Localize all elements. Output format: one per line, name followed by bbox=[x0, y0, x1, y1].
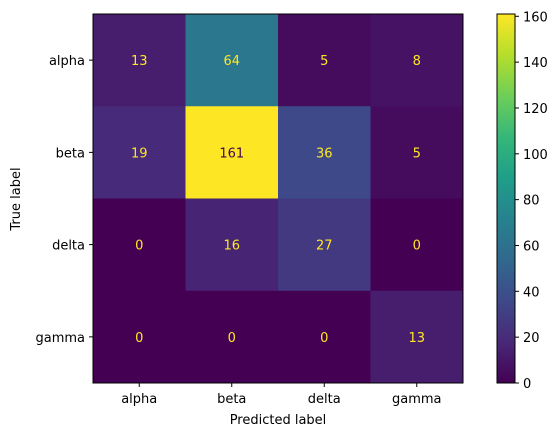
heatmap-cell bbox=[278, 290, 371, 384]
heatmap-cells: 13 64 5 8 19 161 36 5 0 16 27 0 0 0 0 13 bbox=[93, 14, 464, 384]
y-tick-label: delta bbox=[52, 239, 85, 254]
heatmap-cell bbox=[93, 290, 186, 384]
plot-frame bbox=[92, 13, 464, 384]
colorbar-tick-label: 140 bbox=[523, 56, 548, 71]
cell-value-label: 19 bbox=[131, 146, 148, 161]
colorbar-tick-label: 60 bbox=[523, 239, 540, 254]
cell-value-label: 5 bbox=[413, 146, 421, 161]
heatmap-cell bbox=[93, 14, 186, 107]
colorbar-tick-label: 160 bbox=[523, 10, 548, 25]
y-tick-label: beta bbox=[56, 146, 85, 161]
cell-value-label: 36 bbox=[316, 146, 333, 161]
y-axis-title: True label bbox=[9, 167, 24, 231]
x-axis-ticks: alpha beta delta gamma bbox=[121, 383, 442, 407]
heatmap-cell bbox=[185, 14, 279, 107]
heatmap-cell bbox=[93, 106, 186, 199]
x-tick-label: alpha bbox=[121, 392, 157, 407]
heatmap-cell bbox=[278, 106, 371, 199]
colorbar-ticks: 0 20 40 60 80 100 120 140 160 bbox=[515, 10, 548, 392]
colorbar-tick-label: 0 bbox=[523, 377, 531, 392]
colorbar-tick-label: 80 bbox=[523, 194, 540, 209]
heatmap-cell bbox=[185, 106, 279, 199]
heatmap-cell bbox=[370, 106, 464, 199]
colorbar-tick-label: 40 bbox=[523, 285, 540, 300]
cell-value-label: 64 bbox=[223, 54, 240, 69]
cell-value-label: 0 bbox=[135, 331, 143, 346]
heatmap-cell bbox=[370, 14, 464, 107]
cell-value-label: 5 bbox=[320, 54, 328, 69]
heatmap-cell bbox=[185, 290, 279, 384]
heatmap-cell bbox=[370, 198, 464, 292]
colorbar bbox=[496, 13, 516, 384]
cell-value-label: 0 bbox=[320, 331, 328, 346]
colorbar-tick-label: 20 bbox=[523, 331, 540, 346]
cell-value-label: 0 bbox=[228, 331, 236, 346]
cell-value-label: 0 bbox=[413, 239, 421, 254]
x-axis-title: Predicted label bbox=[230, 413, 327, 428]
x-tick-label: gamma bbox=[392, 392, 442, 407]
heatmap-cell bbox=[278, 198, 371, 292]
cell-value-label: 13 bbox=[408, 331, 425, 346]
heatmap-cell bbox=[185, 198, 279, 292]
cell-value-label: 13 bbox=[131, 54, 148, 69]
y-tick-label: gamma bbox=[35, 331, 85, 346]
y-axis-ticks: alpha beta delta gamma bbox=[35, 54, 93, 346]
x-tick-label: delta bbox=[308, 392, 341, 407]
x-tick-label: beta bbox=[217, 392, 246, 407]
cell-value-label: 161 bbox=[219, 146, 244, 161]
y-tick-label: alpha bbox=[49, 54, 85, 69]
heatmap-cell bbox=[93, 198, 186, 292]
cell-value-label: 0 bbox=[135, 239, 143, 254]
colorbar-tick-label: 100 bbox=[523, 148, 548, 163]
heatmap-cell bbox=[278, 14, 371, 107]
colorbar-tick-label: 120 bbox=[523, 102, 548, 117]
heatmap-cell bbox=[370, 290, 464, 384]
cell-value-label: 27 bbox=[316, 239, 333, 254]
cell-value-label: 8 bbox=[413, 54, 421, 69]
cell-value-label: 16 bbox=[223, 239, 240, 254]
